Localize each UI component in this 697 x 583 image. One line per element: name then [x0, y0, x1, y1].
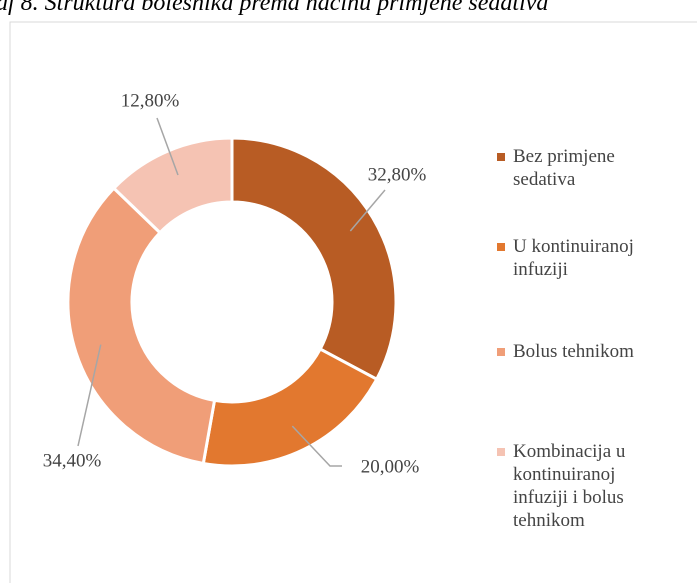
leader-line: [156, 117, 179, 176]
donut-segment: [66, 186, 217, 466]
data-label: 32,80%: [368, 164, 427, 185]
donut-segment: [111, 136, 234, 235]
legend-label: Bolus tehnikom: [513, 341, 634, 362]
data-label: 12,80%: [121, 90, 180, 111]
legend-swatch: [497, 153, 505, 161]
leader-line: [349, 189, 386, 232]
data-label: 34,40%: [43, 450, 102, 471]
legend-item: Bez primjene sedativa: [497, 145, 658, 191]
chart-title: af 8. Struktura bolesnika prema načinu p…: [0, 0, 548, 16]
legend-item: Kombinacija u kontinuiranoj infuziji i b…: [497, 440, 658, 532]
leader-line: [77, 344, 102, 447]
legend-label: Bez primjene sedativa: [513, 146, 615, 190]
legend-swatch: [497, 243, 505, 251]
data-label: 20,00%: [361, 456, 420, 477]
donut-segment: [230, 136, 398, 382]
legend-swatch: [497, 448, 505, 456]
legend-label: Kombinacija u kontinuiranoj infuziji i b…: [513, 441, 626, 531]
legend-swatch: [497, 348, 505, 356]
leader-line: [291, 425, 342, 467]
chart-frame: [9, 21, 697, 583]
donut-segment: [201, 347, 379, 468]
legend-item: Bolus tehnikom: [497, 340, 658, 363]
legend-label: U kontinuiranoj infuziji: [513, 236, 634, 280]
legend-item: U kontinuiranoj infuziji: [497, 235, 658, 281]
